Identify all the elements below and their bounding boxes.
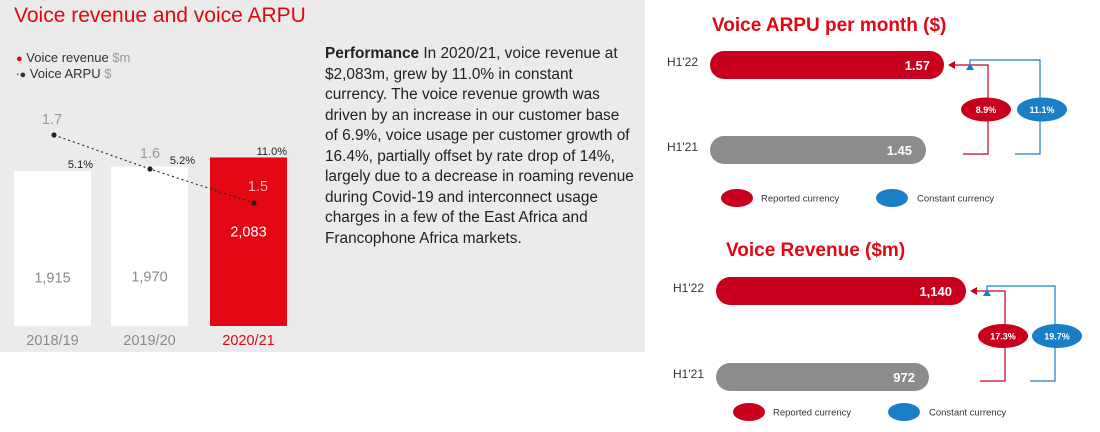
legend-unit: $	[104, 66, 112, 81]
value-bar	[710, 136, 926, 164]
arrow-head-icon	[966, 63, 974, 70]
arpu-value-label: 1.6	[140, 146, 160, 162]
revenue-value-label: 1,915	[34, 271, 70, 287]
bar-value-label: 1.57	[905, 58, 930, 73]
growth-label-constant: 11.1%	[1029, 105, 1054, 115]
arpu-point	[251, 200, 257, 206]
category-label: H1'22	[667, 55, 698, 69]
growth-label-constant: 19.7%	[1044, 332, 1070, 342]
bar-value-label: 972	[893, 370, 915, 385]
legend-label: Voice revenue	[26, 50, 109, 65]
legend-constant-label: Constant currency	[929, 408, 1006, 419]
legend-reported-icon	[721, 189, 753, 207]
chart-title: Voice ARPU per month ($)	[712, 15, 946, 36]
growth-pill-constant	[1017, 97, 1067, 122]
growth-label: 5.1%	[68, 159, 93, 171]
category-label: 2020/21	[222, 333, 274, 349]
performance-heading: Performance	[325, 45, 420, 62]
legend-unit: $m	[112, 50, 131, 65]
arpu-value-label: 1.7	[42, 112, 62, 128]
dotted-line-icon: ⋅●	[16, 69, 27, 81]
growth-pill-reported	[978, 324, 1028, 348]
arpu-value-label: 1.5	[248, 179, 268, 195]
revenue-bar	[111, 166, 188, 326]
category-label: H1'22	[673, 281, 704, 295]
growth-label-reported: 17.3%	[990, 332, 1016, 342]
revenue-value-label: 2,083	[230, 225, 266, 241]
revenue-bar	[210, 157, 287, 326]
bar-value-label: 1.45	[887, 143, 912, 158]
left-chart-title: Voice revenue and voice ARPU	[14, 4, 306, 27]
right-charts: Voice ARPU per month ($) H1'22 1.57 H1'21 1.…	[667, 15, 1082, 421]
left-panel: Voice revenue and voice ARPU ● Voice rev…	[0, 0, 645, 352]
revenue-value-label: 1,970	[131, 269, 167, 285]
voice-revenue-arpu-chart: 1,915 2018/19 1,970 2019/20 2,083 2020/21 5.1%…	[14, 112, 288, 349]
performance-body: In 2020/21, voice revenue at $2,083m, gr…	[325, 45, 634, 247]
category-label: H1'21	[673, 367, 704, 381]
category-label: 2018/19	[26, 333, 78, 349]
growth-label: 5.2%	[170, 155, 195, 167]
red-dot-icon: ●	[16, 53, 23, 65]
legend-voice-arpu: ⋅● Voice ARPU $	[16, 66, 111, 81]
category-label: 2019/20	[123, 333, 175, 349]
legend-constant-icon	[876, 189, 908, 207]
arrow-head-icon	[983, 289, 991, 296]
legend-constant-label: Constant currency	[917, 194, 994, 205]
arrow-head-icon	[948, 61, 955, 69]
legend-reported-icon	[733, 403, 765, 421]
arpu-point	[147, 166, 153, 172]
growth-label-reported: 8.9%	[976, 105, 997, 115]
growth-label: 11.0%	[257, 146, 288, 158]
value-bar	[710, 51, 944, 79]
arrow-head-icon	[970, 287, 977, 295]
legend-voice-revenue: ● Voice revenue $m	[16, 50, 130, 65]
revenue-bar	[14, 171, 91, 326]
arpu-point	[51, 132, 57, 138]
legend-reported-label: Reported currency	[761, 194, 839, 205]
bar-value-label: 1,140	[919, 284, 952, 299]
chart-title: Voice Revenue ($m)	[726, 240, 905, 261]
legend-label: Voice ARPU	[29, 66, 101, 81]
growth-pill-constant	[1032, 324, 1082, 348]
performance-text: Performance In 2020/21, voice revenue at…	[325, 44, 635, 249]
legend-constant-icon	[888, 403, 920, 421]
category-label: H1'21	[667, 140, 698, 154]
value-bar	[716, 277, 966, 305]
growth-pill-reported	[961, 97, 1011, 122]
value-bar	[716, 363, 929, 391]
legend-reported-label: Reported currency	[773, 408, 851, 419]
